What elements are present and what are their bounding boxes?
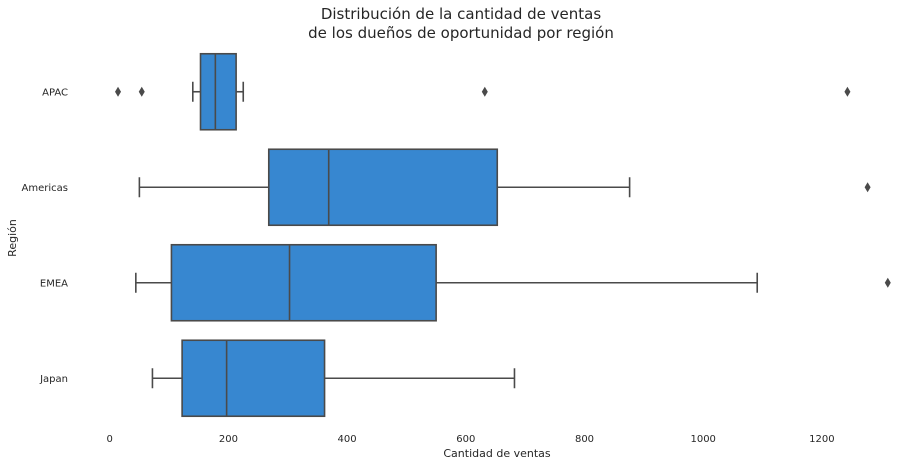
- x-tick-label: 200: [219, 434, 238, 445]
- y-tick-label: Japan: [39, 374, 68, 385]
- box-japan: [151, 339, 516, 418]
- x-tick-label: 600: [456, 434, 475, 445]
- y-tick-label: EMEA: [40, 278, 68, 289]
- box-americas: [138, 148, 871, 227]
- iqr-box: [170, 243, 437, 322]
- iqr-box: [267, 148, 499, 227]
- x-axis-ticks: 0 200 400 600 800 1000 1200: [107, 434, 835, 445]
- box-series: [115, 52, 891, 418]
- x-tick-label: 400: [338, 434, 357, 445]
- outlier-point: [115, 86, 122, 97]
- chart-title-line-2: de los dueños de oportunidad por región: [308, 24, 614, 42]
- box-emea: [135, 243, 891, 322]
- y-axis-ticks: APAC Americas EMEA Japan: [22, 87, 69, 385]
- x-tick-label: 800: [575, 434, 594, 445]
- outlier-point: [481, 86, 488, 97]
- y-tick-label: Americas: [22, 183, 68, 194]
- y-tick-label: APAC: [42, 87, 68, 98]
- x-tick-label: 1200: [809, 434, 834, 445]
- box-apac: [115, 52, 851, 131]
- iqr-box: [181, 339, 326, 418]
- x-tick-label: 0: [107, 434, 113, 445]
- y-axis-label: Región: [6, 219, 19, 257]
- chart-title-line-1: Distribución de la cantidad de ventas: [320, 5, 602, 23]
- iqr-box: [199, 52, 237, 131]
- x-axis-label: Cantidad de ventas: [443, 447, 551, 460]
- outlier-point: [864, 182, 871, 193]
- outlier-point: [844, 86, 851, 97]
- outlier-point: [138, 86, 145, 97]
- outlier-point: [884, 277, 891, 288]
- x-tick-label: 1000: [690, 434, 715, 445]
